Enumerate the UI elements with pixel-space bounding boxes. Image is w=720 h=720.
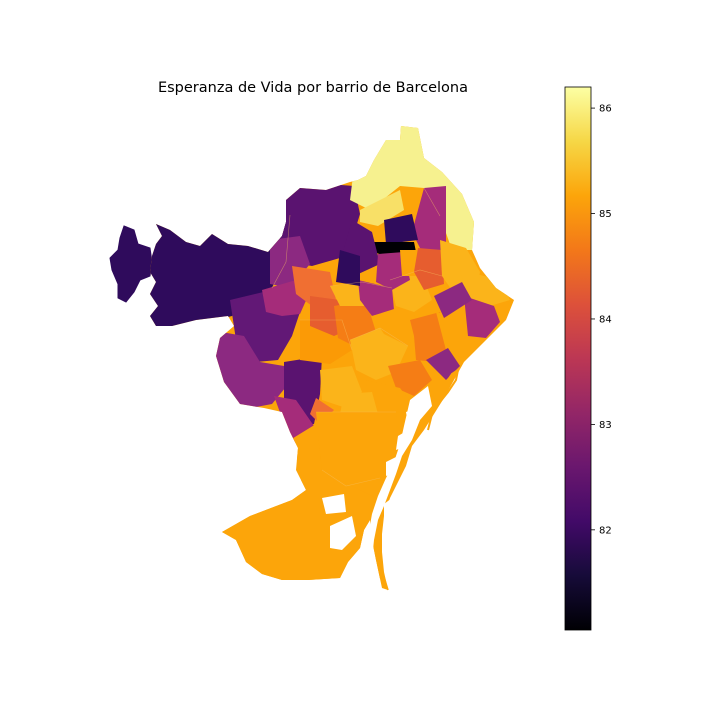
colorbar-tick-label: 85 bbox=[599, 209, 612, 220]
district-sw-a bbox=[210, 330, 290, 410]
colorbar-tick-label: 86 bbox=[599, 104, 612, 115]
district-mid-b bbox=[292, 266, 336, 306]
colorbar-tick-label: 84 bbox=[599, 314, 612, 325]
district-north-east-b bbox=[414, 248, 444, 290]
district-east-c bbox=[434, 282, 472, 318]
district-north-dark bbox=[384, 214, 418, 244]
district-mid-j bbox=[410, 312, 448, 362]
district-mid-k bbox=[436, 312, 476, 358]
district-mid-l bbox=[388, 360, 432, 396]
district-south-b bbox=[316, 412, 400, 486]
district-mid-h bbox=[372, 304, 420, 346]
district-east-b bbox=[464, 296, 500, 338]
district-north-band bbox=[412, 186, 446, 256]
colorbar-tick-label: 82 bbox=[599, 525, 612, 536]
district-mid-m bbox=[366, 380, 412, 414]
district-west-isolated bbox=[109, 225, 153, 303]
coast-breakwater bbox=[427, 367, 460, 431]
map-title: Esperanza de Vida por barrio de Barcelon… bbox=[157, 80, 469, 96]
colorbar-gradient bbox=[564, 86, 592, 631]
district-north-light-b bbox=[360, 190, 404, 226]
district-south-a bbox=[290, 424, 322, 470]
district-mid-o bbox=[340, 392, 378, 414]
district-mid-f bbox=[358, 280, 394, 316]
port-pier bbox=[379, 539, 389, 591]
district-borders bbox=[271, 187, 443, 487]
colorbar-ticks: 82 83 84 85 86 bbox=[591, 104, 612, 536]
district-east-a bbox=[460, 270, 510, 306]
district-mid-p bbox=[310, 398, 334, 424]
district-mid-e bbox=[330, 282, 364, 306]
port-water bbox=[322, 386, 432, 580]
district-north-center-b bbox=[336, 250, 360, 286]
colorbar-tick-label: 83 bbox=[599, 420, 612, 431]
district-east-d bbox=[426, 348, 460, 380]
